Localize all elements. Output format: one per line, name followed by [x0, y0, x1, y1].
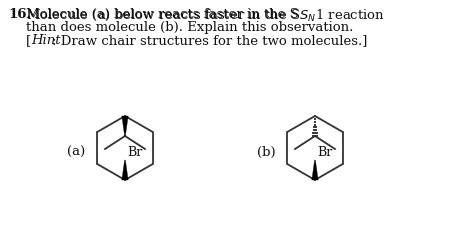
Text: Molecule (a) below reacts faster in the S: Molecule (a) below reacts faster in the … — [26, 8, 299, 21]
Text: Br: Br — [127, 146, 142, 159]
Polygon shape — [312, 160, 318, 180]
Text: [: [ — [26, 34, 31, 47]
Text: (a): (a) — [67, 146, 85, 159]
Text: : Draw chair structures for the two molecules.]: : Draw chair structures for the two mole… — [52, 34, 367, 47]
Text: Hint: Hint — [31, 34, 61, 47]
Text: Br: Br — [317, 146, 332, 159]
Polygon shape — [122, 116, 128, 136]
Text: (b): (b) — [257, 146, 275, 159]
Text: than does molecule (b). Explain this observation.: than does molecule (b). Explain this obs… — [26, 21, 354, 34]
Text: Molecule (a) below reacts faster in the S$S_N$1 reaction: Molecule (a) below reacts faster in the … — [26, 8, 385, 23]
Polygon shape — [122, 160, 128, 180]
Text: 16.: 16. — [8, 8, 31, 21]
